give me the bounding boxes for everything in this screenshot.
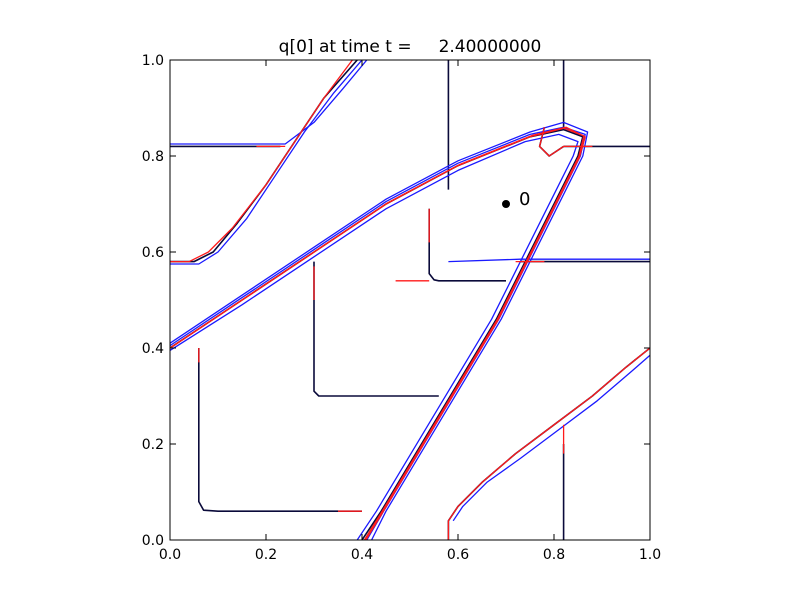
x-tick-label-1: 0.2 [255, 547, 277, 563]
point-label-0: 0 [519, 189, 530, 210]
contour-line-red-1 [170, 60, 353, 263]
contour-line-blue-6 [448, 258, 650, 263]
x-tick-label-5: 1.0 [639, 547, 661, 563]
x-tick-label-3: 0.6 [447, 547, 469, 563]
y-tick-label-4: 0.8 [142, 149, 164, 165]
contour-line-blue-2 [170, 121, 589, 540]
contour-line-dark-6 [313, 261, 439, 397]
plot-area [170, 60, 650, 540]
data-point-0 [502, 200, 510, 208]
y-tick-label-0: 0.0 [142, 533, 164, 549]
y-tick-label-1: 0.2 [142, 437, 164, 453]
contour-line-red-3 [172, 126, 586, 540]
contour-line-blue-5 [452, 354, 650, 522]
contour-line-dark-3 [447, 347, 650, 540]
axes-frame [169, 59, 651, 541]
x-tick-label-0: 0.0 [159, 547, 181, 563]
contour-line-blue-0 [170, 60, 368, 145]
contour-line-blue-1 [170, 60, 363, 265]
contour-line-blue-3 [170, 133, 579, 540]
x-tick-label-4: 0.8 [543, 547, 565, 563]
series-layer [170, 60, 650, 540]
points-layer: 0 [502, 189, 530, 210]
y-tick-label-5: 1.0 [142, 53, 164, 69]
chart-title: q[0] at time t = 2.40000000 [279, 37, 542, 57]
contour-line-dark-5 [198, 348, 362, 513]
y-tick-label-2: 0.4 [142, 341, 164, 357]
y-tick-label-3: 0.6 [142, 245, 164, 261]
contour-line-red-12 [538, 127, 593, 157]
contour-line-dark-7 [428, 208, 506, 282]
ticks-layer: 0.0 0.2 0.4 0.6 0.8 1.0 0.0 0.2 0.4 0.6 0.8 1.0 [142, 53, 661, 563]
x-tick-label-2: 0.4 [351, 547, 373, 563]
contour-line-red-9 [447, 347, 650, 540]
